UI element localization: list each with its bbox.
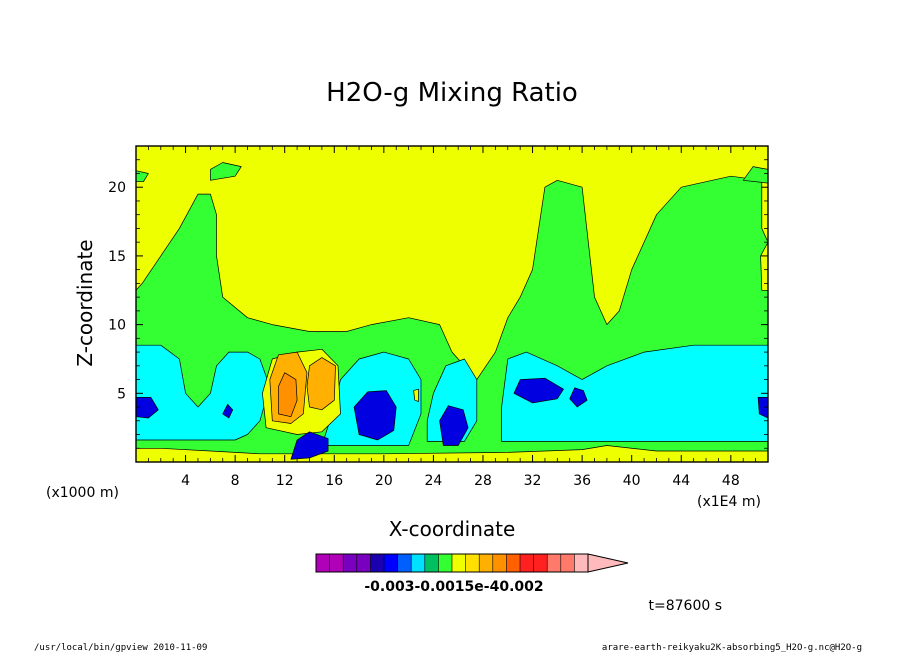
contour-region-orange-8 [306,357,336,411]
colorbar-swatch [411,554,426,572]
y-tick-label: 15 [108,249,126,265]
colorbar-swatch [547,554,562,572]
x-unit-label: (x1E4 m) [697,494,761,510]
colorbar-swatch [343,554,358,572]
contour-regions [135,162,769,463]
x-tick-label: 20 [375,473,393,489]
x-tick-label: 24 [424,473,442,489]
colorbar-swatch [533,554,548,572]
footer-left: /usr/local/bin/gpview 2010-11-09 [34,643,207,653]
contour-region-blue-16 [222,403,234,419]
colorbar-swatch [492,554,507,572]
colorbar-labels: -0.003-0.0015e-40.002 [364,579,543,595]
colorbar-swatch [384,554,398,572]
y-unit-label: (x1000 m) [46,485,119,501]
x-tick-label: 12 [276,473,294,489]
y-axis-ticks: 5 10 15 20 [108,159,768,449]
colorbar-swatch [370,554,385,572]
colorbar-swatch [574,554,589,572]
x-tick-label: 32 [524,473,542,489]
colorbar-swatch [424,554,439,572]
contour-region-blue-10 [353,390,397,441]
x-tick-label: 40 [623,473,641,489]
y-axis-label: Z-coordinate [73,239,97,366]
contour-region-cyan-1 [135,344,271,441]
x-tick-label: 8 [231,473,240,489]
colorbar-swatch [479,554,494,572]
contour-region-blue-17 [290,431,329,460]
x-tick-label: 28 [474,473,492,489]
x-tick-label: 44 [672,473,690,489]
colorbar-swatch [560,554,575,572]
x-axis-label: X-coordinate [389,517,516,541]
footer-right: arare-earth-reikyaku2K-absorbing5_H2O-g.… [602,643,862,653]
x-tick-label: 4 [181,473,190,489]
contour-region-orange-dark-9 [278,372,298,418]
colorbar-extend-arrow [587,553,629,573]
x-axis-ticks: 4 8 12 16 20 24 28 32 36 40 44 48 [147,146,757,489]
colorbar-swatch [329,554,344,572]
time-label: t=87600 s [649,598,723,614]
x-tick-label: 16 [325,473,343,489]
plot-frame [135,145,769,463]
chart-title: H2O-g Mixing Ratio [326,78,578,108]
y-tick-label: 5 [117,386,126,402]
contour-region-blue-13 [569,387,588,408]
y-tick-label: 10 [108,318,126,334]
colorbar-swatch [465,554,480,572]
y-tick-label: 20 [108,180,126,196]
contour-region-blue-12 [513,377,564,404]
colorbar-swatch [397,554,412,572]
contour-region-yellow-spot-22 [413,388,419,402]
colorbar-swatch [452,554,466,572]
colorbar-swatch [438,554,453,572]
x-tick-label: 48 [722,473,740,489]
colorbar-swatch [506,554,521,572]
colorbar [315,553,629,573]
contour-region-blue-11 [439,405,469,446]
contour-region-green-blob-18 [210,162,242,181]
colorbar-swatch [520,554,534,572]
colorbar-swatch [316,554,330,572]
colorbar-swatch [356,554,371,572]
x-tick-label: 36 [573,473,591,489]
